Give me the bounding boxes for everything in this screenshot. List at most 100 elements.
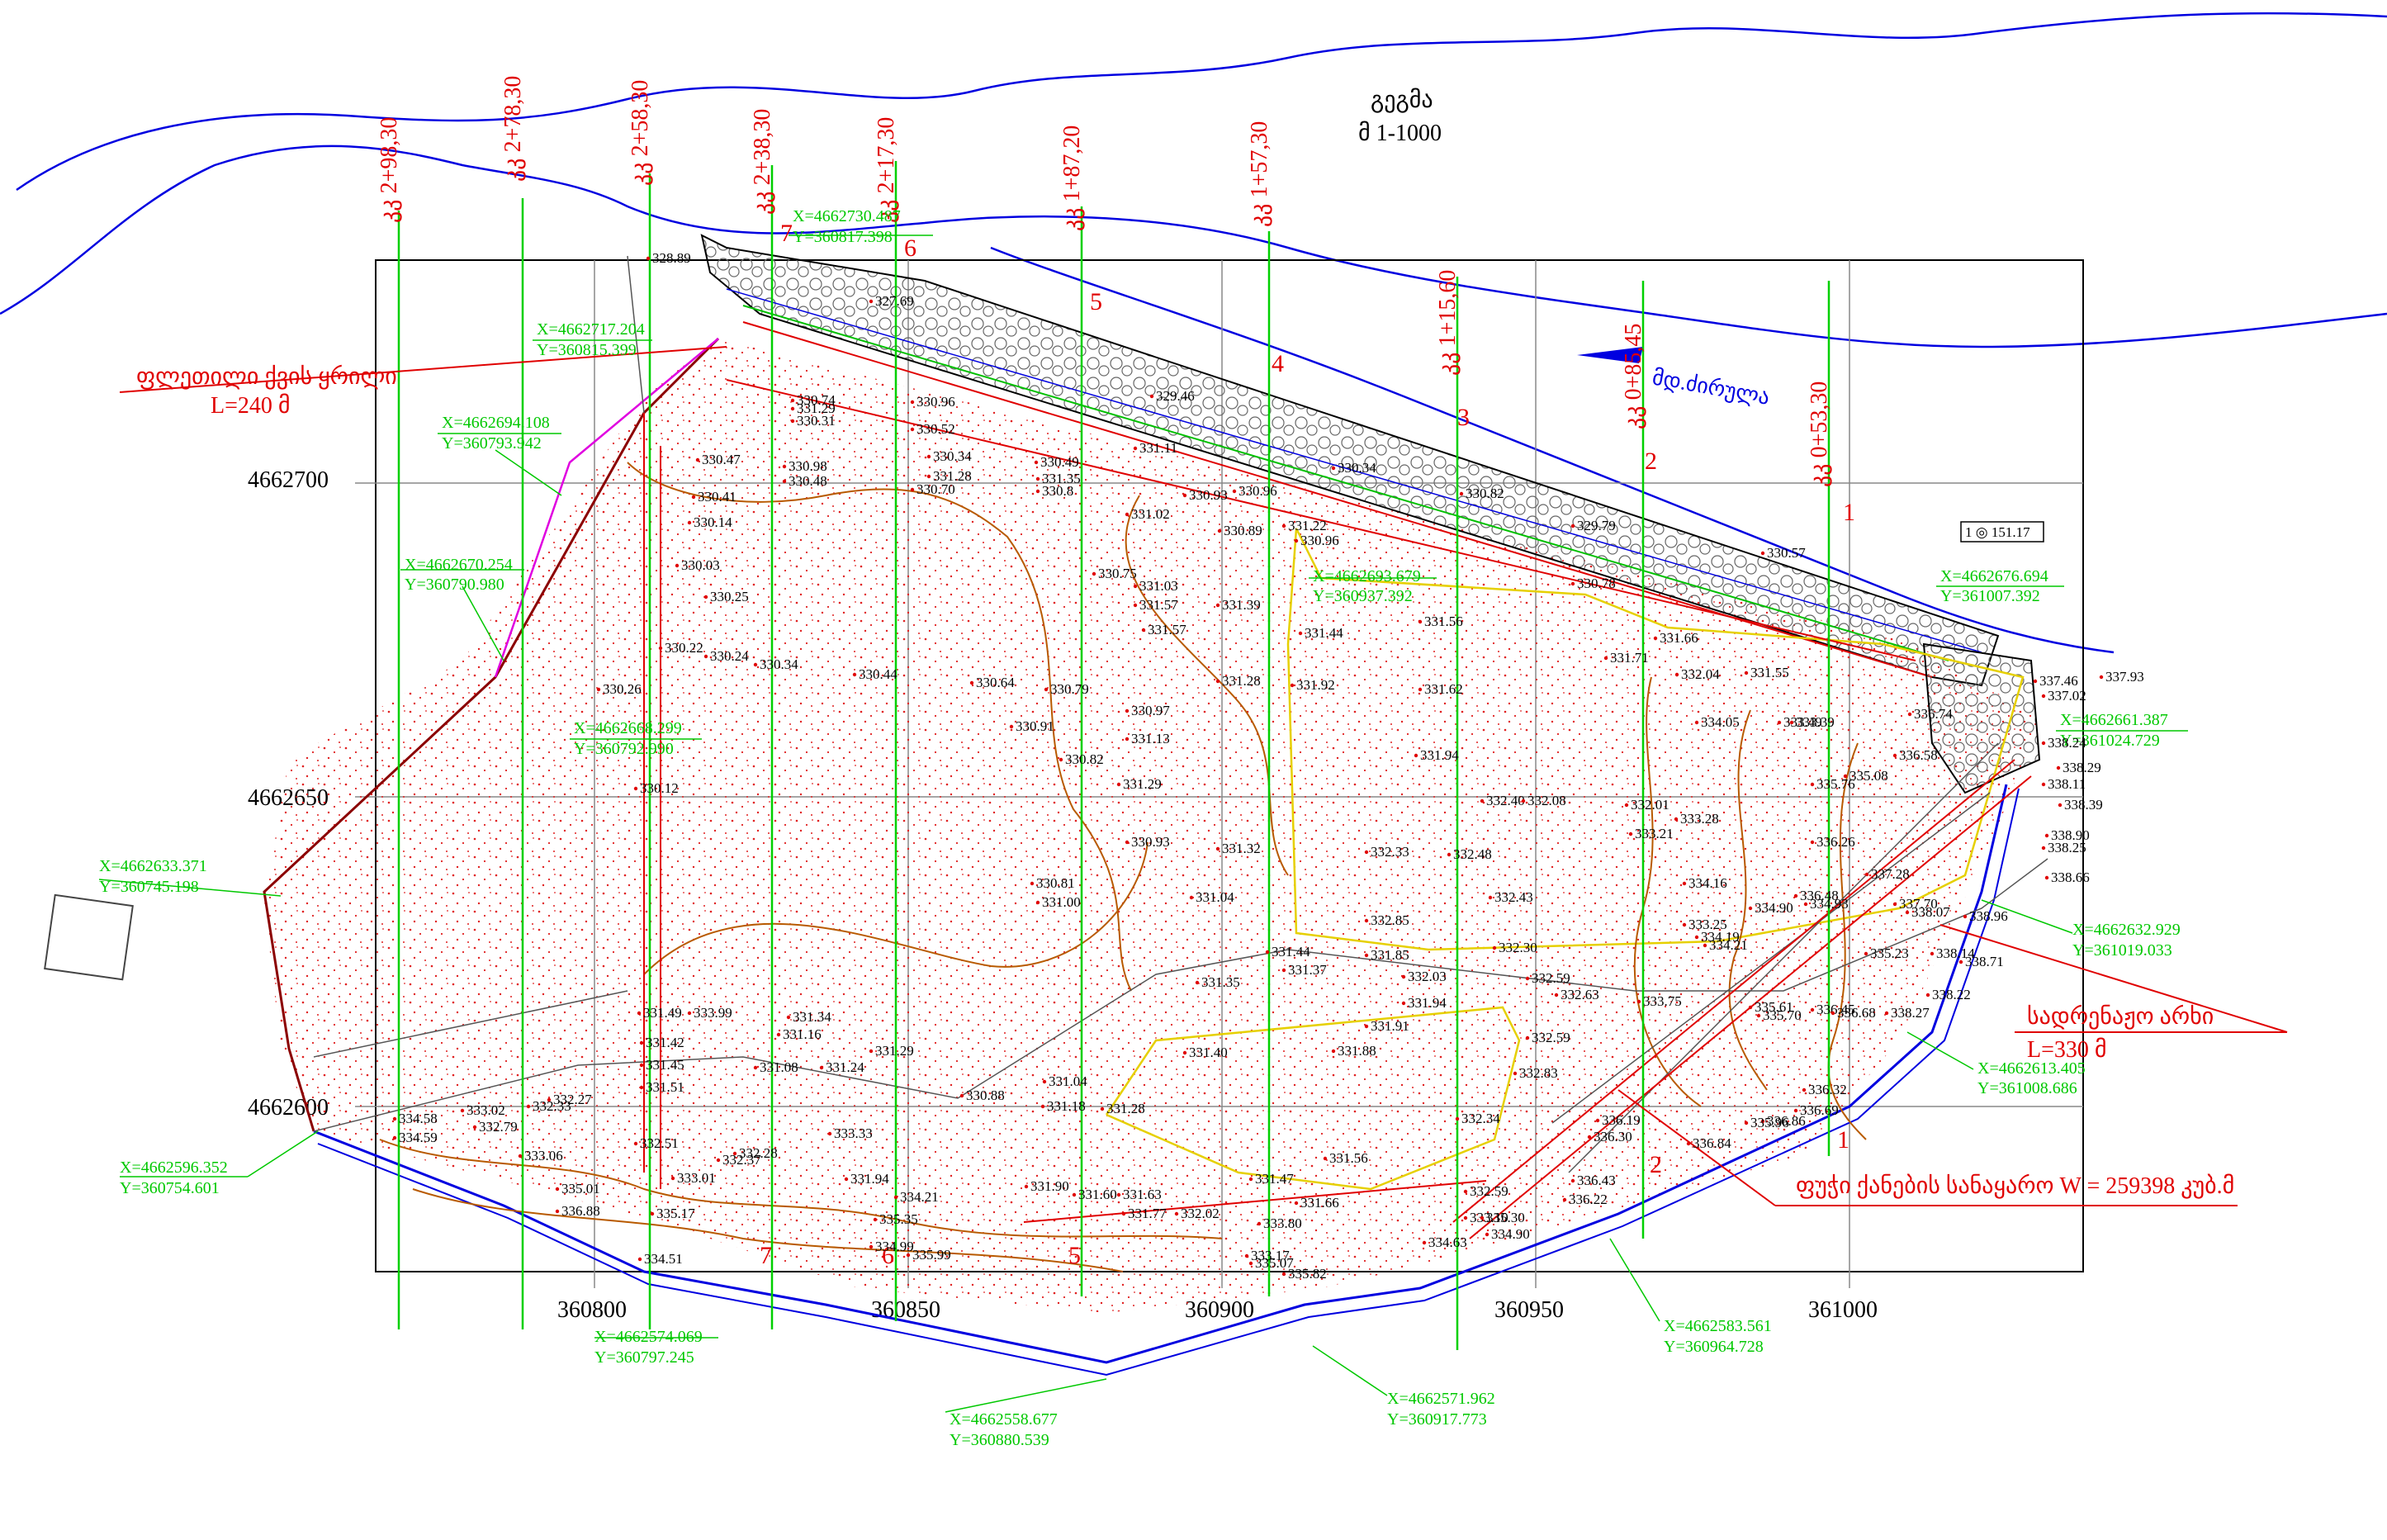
svg-text:Y=360792.990: Y=360792.990 xyxy=(574,740,674,758)
spot-elevation: 330.91 xyxy=(1016,718,1054,734)
grid-label-x5: 361000 xyxy=(1808,1297,1878,1323)
spot-elevation: 330.26 xyxy=(603,681,642,697)
spot-elevation: 331.18 xyxy=(1047,1098,1086,1114)
svg-text:Y=361007.392: Y=361007.392 xyxy=(1940,587,2040,605)
spot-elevation-marker xyxy=(472,1125,477,1130)
svg-text:X=4662661.387: X=4662661.387 xyxy=(2060,711,2168,729)
spot-elevation-marker xyxy=(1686,1141,1691,1146)
spot-elevation: 330.64 xyxy=(976,675,1015,690)
spot-elevation: 330.31 xyxy=(797,413,836,429)
spot-elevation: 332.63 xyxy=(1561,987,1599,1002)
spot-elevation-marker xyxy=(1674,817,1679,822)
spot-elevation-marker xyxy=(869,299,874,304)
spot-elevation: 331.71 xyxy=(1610,650,1649,666)
spot-elevation: 331.85 xyxy=(1371,947,1409,963)
spot-elevation-marker xyxy=(1513,1071,1518,1076)
spot-elevation-marker xyxy=(1570,1178,1575,1183)
spot-elevation: 330.96 xyxy=(1300,533,1339,548)
drainage-channel xyxy=(313,784,2008,1364)
svg-text:Y=361008.686: Y=361008.686 xyxy=(1977,1079,2077,1097)
spot-elevation: 331.39 xyxy=(1222,597,1261,613)
grid-label-x1: 360800 xyxy=(557,1297,627,1323)
spot-elevation: 335.01 xyxy=(561,1181,600,1196)
spot-elevation: 331.04 xyxy=(1049,1073,1087,1089)
spot-elevation: 332.34 xyxy=(1461,1111,1500,1126)
svg-text:Y=360917.773: Y=360917.773 xyxy=(1387,1410,1487,1429)
spot-elevation-marker xyxy=(1265,950,1270,955)
spot-elevation-marker xyxy=(910,487,915,492)
spot-elevation-marker xyxy=(1035,489,1040,494)
spot-elevation-marker xyxy=(1756,1013,1761,1018)
section-label: კკ 1+15,60 xyxy=(1435,270,1461,376)
spot-elevation-marker xyxy=(1492,945,1497,950)
spot-elevation: 337.70 xyxy=(1899,896,1938,912)
spot-elevation-marker xyxy=(1892,902,1897,907)
spot-elevation-marker xyxy=(869,1049,874,1054)
spot-elevation: 331.28 xyxy=(933,468,972,484)
section-label: კკ 2+98,30 xyxy=(377,117,402,223)
spot-elevation-marker xyxy=(1463,1215,1468,1220)
spot-elevation: 330.98 xyxy=(789,458,827,474)
spot-elevation: 336.86 xyxy=(1767,1113,1806,1129)
spot-elevation: 331.28 xyxy=(1106,1101,1145,1116)
spot-elevation: 332.51 xyxy=(640,1135,679,1151)
spot-elevation-marker xyxy=(2044,833,2049,838)
spot-elevation-marker xyxy=(1744,1121,1749,1125)
spot-elevation: 331.34 xyxy=(793,1009,831,1025)
spot-elevation-marker xyxy=(1803,902,1808,907)
spot-elevation-marker xyxy=(639,1063,644,1068)
section-number: 2 xyxy=(1645,448,1657,475)
spot-elevation-marker xyxy=(1570,581,1575,586)
spot-elevation-marker xyxy=(695,457,700,462)
section-label: კკ 2+17,30 xyxy=(874,117,899,223)
spot-elevation: 331.13 xyxy=(1131,731,1170,746)
spot-elevation: 337.46 xyxy=(2039,673,2078,689)
spot-elevation: 334.05 xyxy=(1701,714,1740,730)
spot-elevation: 335.70 xyxy=(1763,1007,1802,1023)
spot-elevation: 336.84 xyxy=(1693,1135,1731,1151)
spot-elevation-marker xyxy=(1521,798,1526,803)
spot-elevation: 338.90 xyxy=(2051,827,2090,843)
spot-elevation: 333.39 xyxy=(1796,714,1835,730)
spot-elevation-marker xyxy=(2058,803,2063,808)
svg-text:X=4662730.487: X=4662730.487 xyxy=(793,207,901,225)
spot-elevation: 330.75 xyxy=(1098,566,1137,581)
spot-elevation: 332.59 xyxy=(1470,1183,1508,1199)
spot-elevation: 332.85 xyxy=(1371,912,1409,928)
spot-elevation: 333.21 xyxy=(1635,826,1674,841)
spot-elevation-marker xyxy=(1290,683,1295,688)
spot-elevation-marker xyxy=(703,595,708,599)
spot-elevation: 330.81 xyxy=(1036,875,1075,891)
svg-text:Y=360793.942: Y=360793.942 xyxy=(442,434,542,453)
spot-elevation: 330.34 xyxy=(1338,460,1376,476)
spot-elevation: 330.41 xyxy=(698,489,736,505)
spot-elevation-marker xyxy=(1009,724,1014,729)
spot-elevation-marker xyxy=(1864,872,1869,877)
spot-elevation-marker xyxy=(1401,974,1406,979)
spot-elevation-marker xyxy=(1149,394,1154,399)
spot-elevation: 338.11 xyxy=(2048,776,2086,792)
spot-elevation-marker xyxy=(1831,1011,1835,1016)
spot-elevation: 333.02 xyxy=(467,1102,505,1118)
spot-elevation: 334.19 xyxy=(1701,929,1740,945)
spot-elevation: 333.80 xyxy=(1263,1215,1302,1231)
spot-elevation: 335.61 xyxy=(1755,999,1793,1015)
svg-text:X=4662694.108: X=4662694.108 xyxy=(442,414,550,432)
spot-elevation-marker xyxy=(392,1116,397,1121)
river-bank-upper xyxy=(16,12,2387,192)
spot-elevation: 332.27 xyxy=(553,1092,592,1107)
spot-elevation: 332.03 xyxy=(1408,969,1447,984)
section-label: კკ 1+57,30 xyxy=(1247,121,1272,227)
spot-elevation: 334.16 xyxy=(1688,875,1727,891)
spot-elevation-marker xyxy=(1323,1156,1328,1161)
site-boundary xyxy=(263,337,720,1132)
spot-elevation-marker xyxy=(1040,1104,1045,1109)
drainage-label: სადრენაჟო არხი xyxy=(2027,1004,2214,1030)
coord-callout: X=4662668.299 Y=360792.990 xyxy=(570,719,702,758)
spot-elevation: 335.82 xyxy=(1288,1266,1327,1282)
spot-elevation-marker xyxy=(1281,968,1286,973)
spot-elevation-marker xyxy=(2044,875,2049,880)
spot-elevation-marker xyxy=(1422,1240,1427,1245)
spot-elevation: 333.10 xyxy=(1470,1210,1508,1225)
